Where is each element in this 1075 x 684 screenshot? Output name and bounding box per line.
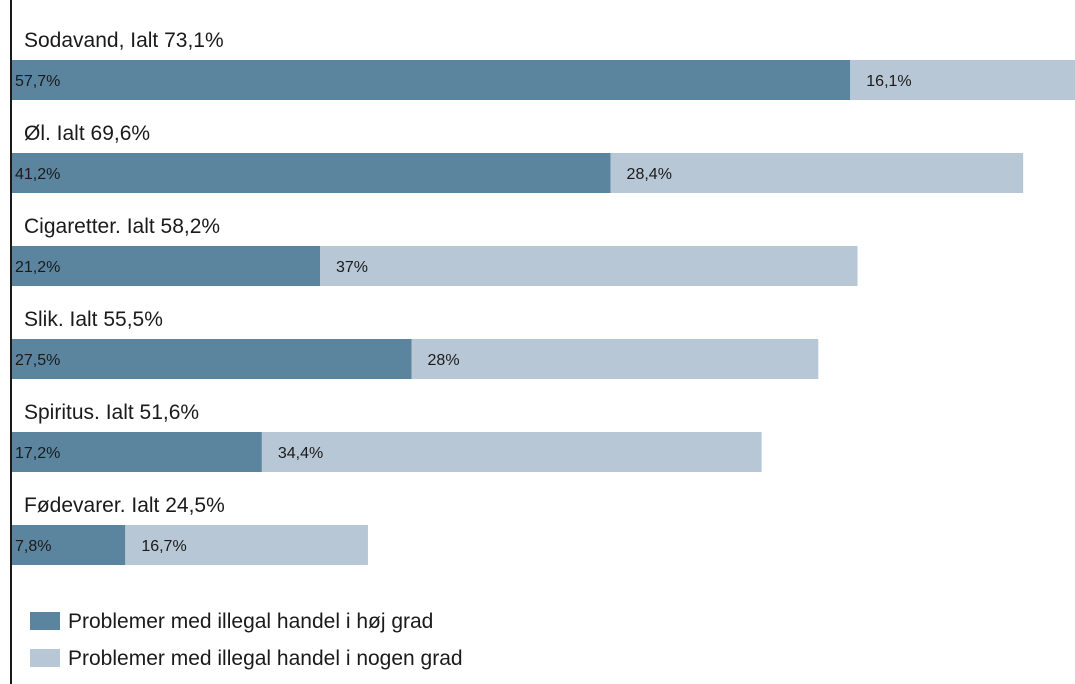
- bar-row: Cigaretter. Ialt 58,2% 21,2% 37%: [12, 215, 858, 286]
- bar-segment-some: [261, 432, 762, 472]
- bar-segment-some: [610, 153, 1024, 193]
- data-label: 21,2%: [15, 259, 60, 276]
- legend-item: Problemer med illegal handel i nogen gra…: [30, 647, 463, 670]
- bar-segment-high: [12, 246, 320, 286]
- data-label: 34,4%: [278, 445, 323, 462]
- bar-segment-high: [12, 339, 412, 379]
- category-label: Sodavand, Ialt 73,1%: [24, 29, 224, 52]
- bar-row: Slik. Ialt 55,5% 27,5% 28%: [12, 308, 819, 379]
- bar-row: Spiritus. Ialt 51,6% 17,2% 34,4%: [12, 401, 762, 472]
- data-label: 41,2%: [15, 166, 60, 183]
- bar-segment-some: [850, 60, 1075, 100]
- bar-segment-high: [12, 525, 126, 565]
- data-label: 7,8%: [15, 538, 51, 555]
- bars-group: Sodavand, Ialt 73,1% 57,7% 16,1% Øl. Ialt 6…: [12, 29, 1075, 565]
- data-label: 57,7%: [15, 73, 60, 90]
- category-label: Øl. Ialt 69,6%: [24, 122, 150, 145]
- bar-row: Fødevarer. Ialt 24,5% 7,8% 16,7%: [12, 494, 368, 565]
- category-label: Cigaretter. Ialt 58,2%: [24, 215, 220, 238]
- category-label: Spiritus. Ialt 51,6%: [24, 401, 199, 424]
- data-label: 16,1%: [866, 73, 911, 90]
- data-label: 16,7%: [141, 538, 186, 555]
- legend: Problemer med illegal handel i høj grad P…: [30, 610, 463, 670]
- data-label: 27,5%: [15, 352, 60, 369]
- data-label: 28,4%: [627, 166, 672, 183]
- bar-segment-high: [12, 60, 851, 100]
- legend-swatch: [30, 612, 60, 630]
- category-label: Slik. Ialt 55,5%: [24, 308, 163, 331]
- bar-row: Øl. Ialt 69,6% 41,2% 28,4%: [12, 122, 1024, 193]
- category-label: Fødevarer. Ialt 24,5%: [24, 494, 225, 517]
- bar-segment-high: [12, 432, 262, 472]
- bar-segment-some: [319, 246, 858, 286]
- bar-segment-some: [125, 525, 368, 565]
- data-label: 28%: [428, 352, 460, 369]
- legend-swatch: [30, 649, 60, 667]
- bar-segment-some: [411, 339, 819, 379]
- legend-item: Problemer med illegal handel i høj grad: [30, 610, 433, 633]
- legend-label: Problemer med illegal handel i nogen gra…: [68, 647, 463, 670]
- bar-row: Sodavand, Ialt 73,1% 57,7% 16,1%: [12, 29, 1075, 100]
- legend-label: Problemer med illegal handel i høj grad: [68, 610, 433, 633]
- data-label: 17,2%: [15, 445, 60, 462]
- bar-segment-high: [12, 153, 611, 193]
- data-label: 37%: [336, 259, 368, 276]
